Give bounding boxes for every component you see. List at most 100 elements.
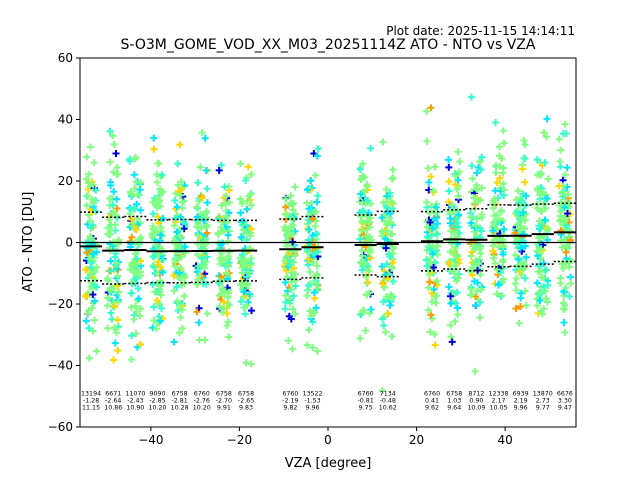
bin-n-label-11: 7134: [380, 391, 396, 398]
scatter-point: [107, 257, 115, 265]
scatter-point: [512, 305, 520, 313]
statistic-lines: [80, 202, 576, 285]
scatter-point: [540, 274, 548, 282]
scatter-point: [378, 262, 386, 270]
scatter-point: [127, 190, 135, 198]
scatter-point: [515, 319, 523, 327]
scatter-point: [469, 265, 477, 273]
scatter-point: [114, 298, 122, 306]
y-tick-label: 0: [65, 236, 73, 250]
scatter-point: [126, 265, 134, 273]
scatter-point: [304, 186, 312, 194]
bin-n-label-7: 6758: [238, 391, 254, 398]
scatter-point: [447, 333, 455, 341]
scatter-point: [103, 302, 111, 310]
scatter-point: [362, 327, 370, 335]
scatter-point: [496, 152, 504, 160]
scatter-point: [177, 314, 185, 322]
scatter-point: [451, 172, 459, 180]
scatter-point: [490, 254, 498, 262]
scatter-point: [92, 283, 100, 291]
scatter-point: [513, 208, 521, 216]
scatter-point: [172, 214, 180, 222]
scatter-point: [535, 289, 543, 297]
scatter-point: [423, 256, 431, 264]
scatter-point: [82, 317, 90, 325]
scatter-point: [290, 199, 298, 207]
scatter-point: [281, 291, 289, 299]
scatter-point: [222, 269, 230, 277]
scatter-point: [237, 297, 245, 305]
scatter-point: [489, 247, 497, 255]
scatter-point: [433, 292, 441, 300]
bin-n-label-2: 11070: [125, 391, 145, 398]
scatter-point: [310, 249, 318, 257]
scatter-point: [357, 190, 365, 198]
scatter-point: [133, 226, 141, 234]
scatter-point: [456, 158, 464, 166]
scatter-point: [313, 152, 321, 160]
scatter-point: [445, 260, 453, 268]
bin-std-label-8: 9.82: [283, 405, 297, 412]
scatter-point: [283, 239, 291, 247]
scatter-point: [83, 201, 91, 209]
scatter-point: [567, 280, 575, 288]
bin-std-label-13: 9.64: [447, 405, 461, 412]
scatter-point: [447, 321, 455, 329]
scatter-point: [237, 209, 245, 217]
bin-mean-label-18: 3.30: [558, 398, 572, 405]
scatter-point: [87, 224, 95, 232]
bin-points-1: [103, 127, 123, 364]
scatter-point: [313, 262, 321, 270]
scatter-point: [244, 298, 252, 306]
scatter-point: [127, 240, 135, 248]
scatter-point: [177, 233, 185, 241]
bin-n-label-0: 13194: [81, 391, 101, 398]
scatter-point: [560, 319, 568, 327]
scatter-point: [105, 216, 113, 224]
scatter-point: [454, 274, 462, 282]
scatter-point: [497, 206, 505, 214]
scatter-point: [499, 180, 507, 188]
scatter-point: [544, 281, 552, 289]
scatter-point: [134, 220, 142, 228]
scatter-point: [445, 178, 453, 186]
scatter-point: [243, 273, 251, 281]
scatter-point: [434, 242, 442, 250]
scatter-point: [90, 316, 98, 324]
scatter-point: [312, 279, 320, 287]
scatter-point: [223, 219, 231, 227]
scatter-point: [385, 214, 393, 222]
scatter-point: [423, 107, 431, 115]
scatter-point: [476, 158, 484, 166]
scatter-point: [430, 263, 438, 271]
scatter-point: [314, 145, 322, 153]
scatter-point: [202, 166, 210, 174]
scatter-point: [358, 252, 366, 260]
scatter-point: [467, 252, 475, 260]
bin-std-label-3: 10.20: [148, 405, 166, 412]
scatter-point: [223, 309, 231, 317]
scatter-point: [180, 292, 188, 300]
scatter-point: [86, 255, 94, 263]
scatter-point: [240, 230, 248, 238]
scatter-point: [562, 248, 570, 256]
scatter-point: [193, 213, 201, 221]
x-axis-label: VZA [degree]: [285, 456, 372, 471]
scatter-point: [541, 204, 549, 212]
scatter-point: [500, 186, 508, 194]
scatter-point: [214, 230, 222, 238]
scatter-point: [150, 253, 158, 261]
scatter-point: [203, 222, 211, 230]
scatter-point: [361, 188, 369, 196]
scatter-point: [242, 359, 250, 367]
scatter-point: [467, 285, 475, 293]
scatter-point: [560, 299, 568, 307]
scatter-point: [473, 232, 481, 240]
scatter-point: [495, 243, 503, 251]
scatter-point: [248, 307, 256, 315]
scatter-point: [303, 341, 311, 349]
scatter-point: [557, 215, 565, 223]
scatter-point: [154, 213, 162, 221]
scatter-point: [496, 143, 504, 151]
